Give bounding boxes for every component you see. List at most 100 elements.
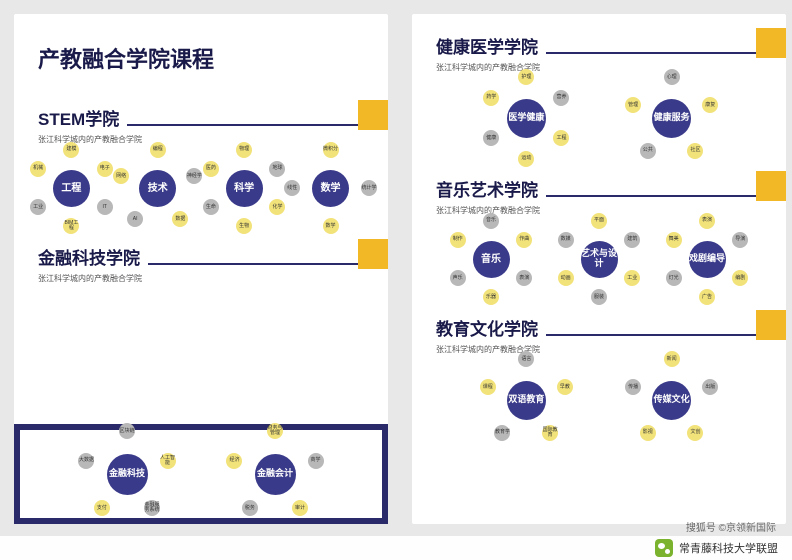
satellite-node: BIM工程	[63, 218, 79, 234]
section-header: STEM学院	[14, 96, 388, 130]
section-title: 健康医学学院	[436, 33, 538, 58]
center-node: 传媒文化	[652, 381, 691, 420]
cluster-戏剧编导: 戏剧编导表演导演编剧广告灯光舞美	[670, 222, 744, 296]
center-node: 音乐	[473, 241, 510, 278]
satellite-node: 制作	[450, 232, 466, 248]
satellite-node: 教育学	[494, 425, 510, 441]
satellite-node: 管理	[625, 97, 641, 113]
satellite-node: 灯光	[666, 270, 682, 286]
satellite-node: 编剧	[732, 270, 748, 286]
satellite-node: 生命	[203, 199, 219, 215]
satellite-node: 审计	[292, 500, 308, 516]
satellite-node: 建筑	[624, 232, 640, 248]
cluster-技术: 技术编程神经学数据AI网络	[121, 151, 195, 225]
section-art: 音乐艺术学院张江科学城内的产教融合学院音乐音乐作曲表演乐器声乐制作艺术与设计平面…	[412, 167, 786, 306]
cluster-双语教育: 双语教育语言早教国际教育教育学课程	[487, 361, 565, 439]
source-line: 搜狐号 ©京领新国际	[686, 519, 776, 534]
accent-square-icon	[756, 28, 786, 58]
section-fintech: 金融科技学院张江科学城内的产教融合学院	[14, 235, 388, 284]
divider-line	[546, 195, 756, 197]
section-stem: STEM学院张江科学城内的产教融合学院工程建模电子ITBIM工程工业机械技术编程…	[14, 96, 388, 235]
satellite-node: 商学	[308, 453, 324, 469]
section-subtitle: 张江科学城内的产教融合学院	[14, 269, 388, 284]
satellite-node: 语言	[518, 351, 534, 367]
section-header: 音乐艺术学院	[412, 167, 786, 201]
satellite-node: 新闻	[664, 351, 680, 367]
cluster-艺术与设计: 艺术与设计平面建筑工业服装动画数媒	[562, 222, 636, 296]
satellite-node: 神经学	[186, 168, 202, 184]
cluster-row: 工程建模电子ITBIM工程工业机械技术编程神经学数据AI网络科学物理地球化学生物…	[14, 145, 388, 235]
section-title: STEM学院	[38, 105, 119, 130]
main-title: 产教融合学院课程	[14, 14, 388, 96]
accent-square-icon	[756, 310, 786, 340]
satellite-node: 健康	[483, 130, 499, 146]
satellite-node: 电子	[97, 161, 113, 177]
cluster-数学: 数学微积分统计学数学线性	[294, 151, 368, 225]
navy-frame-inner: 金融科技区块链人工智能金融服务系统支付大数据金融会计财务与管理商学审计税务经济	[20, 430, 382, 518]
satellite-node: 传播	[625, 379, 641, 395]
satellite-node: 数学	[323, 218, 339, 234]
section-header: 教育文化学院	[412, 306, 786, 340]
satellite-node: 数据	[172, 211, 188, 227]
satellite-node: 地球	[269, 161, 285, 177]
center-node: 科学	[226, 170, 263, 207]
satellite-node: 大数据	[78, 453, 94, 469]
cluster-科学: 科学物理地球化学生物生命医药	[207, 151, 281, 225]
satellite-node: 康复	[702, 97, 718, 113]
satellite-node: 乐器	[483, 289, 499, 305]
satellite-node: 统计学	[361, 180, 377, 196]
satellite-node: 导演	[732, 232, 748, 248]
section-header: 健康医学学院	[412, 24, 786, 58]
satellite-node: 舞美	[666, 232, 682, 248]
satellite-node: 公共	[640, 143, 656, 159]
center-node: 数学	[312, 170, 349, 207]
accent-square-icon	[756, 171, 786, 201]
center-node: 戏剧编导	[689, 241, 726, 278]
satellite-node: 表演	[699, 213, 715, 229]
divider-line	[546, 52, 756, 54]
satellite-node: 财务与管理	[267, 423, 283, 439]
cluster-音乐: 音乐音乐作曲表演乐器声乐制作	[454, 222, 528, 296]
satellite-node: 平面	[591, 213, 607, 229]
satellite-node: 微积分	[323, 142, 339, 158]
center-node: 金融科技	[107, 454, 148, 495]
satellite-node: 支付	[94, 500, 110, 516]
satellite-node: 金融服务系统	[144, 500, 160, 516]
footer-brand: 常青藤科技大学联盟	[679, 540, 778, 556]
satellite-node: 作曲	[516, 232, 532, 248]
satellite-node: 影视	[640, 425, 656, 441]
cluster-医学健康: 医学健康护理营养工程运动健康药学	[487, 79, 565, 157]
satellite-node: IT	[97, 199, 113, 215]
satellite-node: 数媒	[558, 232, 574, 248]
satellite-node: 文创	[687, 425, 703, 441]
satellite-node: 广告	[699, 289, 715, 305]
cluster-传媒文化: 传媒文化新闻出版文创影视传播	[633, 361, 711, 439]
center-node: 艺术与设计	[581, 241, 618, 278]
divider-line	[148, 263, 358, 265]
divider-line	[127, 124, 358, 126]
satellite-node: 税务	[242, 500, 258, 516]
navy-frame: 金融科技区块链人工智能金融服务系统支付大数据金融会计财务与管理商学审计税务经济	[14, 424, 388, 524]
footer-band: 常青藤科技大学联盟	[0, 536, 792, 560]
center-node: 健康服务	[652, 99, 691, 138]
satellite-node: 声乐	[450, 270, 466, 286]
satellite-node: 区块链	[119, 423, 135, 439]
wechat-icon	[655, 539, 673, 557]
satellite-node: 护理	[518, 69, 534, 85]
section-header: 金融科技学院	[14, 235, 388, 269]
center-node: 工程	[53, 170, 90, 207]
satellite-node: 工业	[624, 270, 640, 286]
cluster-工程: 工程建模电子ITBIM工程工业机械	[34, 151, 108, 225]
cluster-健康服务: 健康服务心理康复社区公共管理	[633, 79, 711, 157]
satellite-node: 表演	[516, 270, 532, 286]
center-node: 技术	[139, 170, 176, 207]
center-node: 双语教育	[507, 381, 546, 420]
satellite-node: 工业	[30, 199, 46, 215]
center-node: 金融会计	[255, 454, 296, 495]
accent-square-icon	[358, 239, 388, 269]
satellite-node: 动画	[558, 270, 574, 286]
satellite-node: 课程	[480, 379, 496, 395]
satellite-node: 人工智能	[160, 453, 176, 469]
satellite-node: 建模	[63, 142, 79, 158]
satellite-node: 机械	[30, 161, 46, 177]
